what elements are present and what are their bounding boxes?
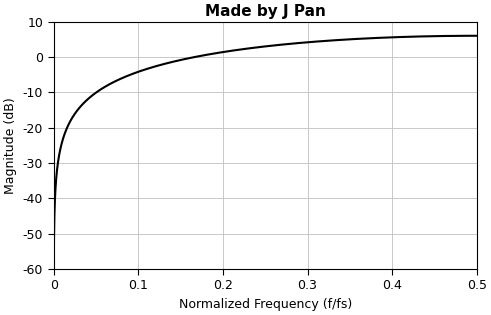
X-axis label: Normalized Frequency (f/fs): Normalized Frequency (f/fs) (179, 298, 352, 311)
Title: Made by J Pan: Made by J Pan (205, 4, 326, 19)
Y-axis label: Magnitude (dB): Magnitude (dB) (4, 97, 17, 194)
